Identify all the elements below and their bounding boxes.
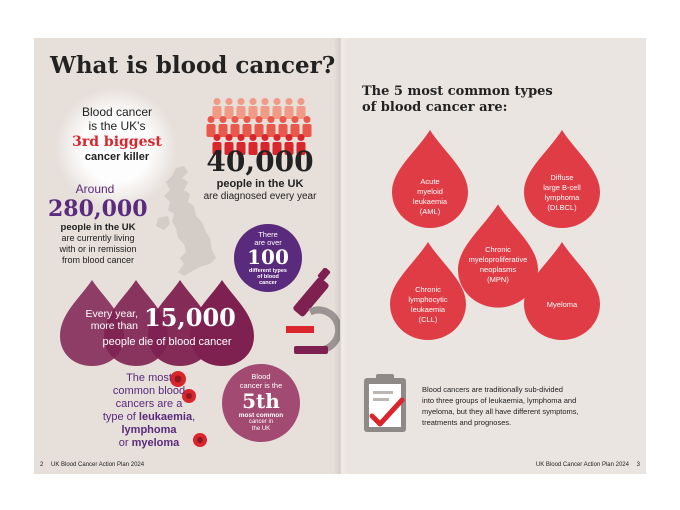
die-line2: more than (90, 320, 138, 332)
blood-drop-icon (524, 242, 600, 340)
right-footer: UK Blood Cancer Action Plan 2024 3 (536, 462, 640, 468)
die-line1: Every year, (85, 308, 138, 320)
forty-text: are diagnosed every year (203, 191, 317, 202)
clipboard-check-icon (364, 374, 406, 432)
drop-label-cll: Chronic lymphocytic leukaemia (CLL) (392, 285, 464, 325)
killer-line3: cancer killer (84, 151, 150, 163)
types-line5: cancer (259, 280, 277, 286)
common-lymphoma: lymphoma (121, 424, 177, 436)
page-title: What is blood cancer? (50, 52, 336, 79)
left-page: What is blood cancer? Blood cancer is th… (34, 38, 340, 474)
left-footer: 2 UK Blood Cancer Action Plan 2024 (40, 462, 144, 468)
left-page-number: 2 (40, 462, 44, 468)
cll-line2: lymphocytic (408, 295, 448, 304)
mpn-line4: (MPN) (487, 275, 509, 284)
dlbcl-line4: (DLBCL) (547, 203, 577, 212)
mpn-line2: myeloproliferative (468, 255, 528, 264)
drop-label-aml: Acute myeloid leukaemia (AML) (394, 177, 466, 217)
right-footer-text: UK Blood Cancer Action Plan 2024 (535, 462, 629, 468)
die-drops (60, 280, 254, 366)
around-line3: from blood cancer (61, 255, 135, 265)
drop-label-myeloma: Myeloma (526, 300, 598, 310)
note-line3: myeloma, but they all have different sym… (422, 407, 579, 416)
blood-drop-icon (190, 280, 254, 366)
around-stat: Around 280,000 people in the UK are curr… (48, 182, 180, 266)
booklet-spread: What is blood cancer? Blood cancer is th… (34, 38, 646, 474)
forty-number: 40,000 (206, 145, 314, 178)
microscope-icon (286, 268, 340, 354)
common-line2: common blood (112, 385, 186, 397)
dlbcl-line1: Diffuse (550, 173, 574, 182)
die-line3: people die of blood cancer (102, 336, 232, 348)
right-page: The 5 most common types of blood cancer … (340, 38, 646, 474)
cll-line4: (CLL) (418, 315, 438, 324)
common-myeloma: myeloma (131, 437, 180, 449)
forty-bold: people in the UK (216, 178, 304, 190)
forty-stat: 40,000 people in the UK are diagnosed ev… (194, 146, 326, 203)
common-line4a: type of (102, 411, 139, 423)
fifth-circle: Blood cancer is the 5th most common canc… (222, 364, 300, 442)
killer-line2: is the UK's (88, 119, 146, 133)
blood-drop-icon (524, 130, 600, 228)
fifth-line1: Blood (251, 372, 271, 381)
killer-highlight: 3rd biggest (72, 134, 162, 150)
fifth-line2: cancer is the (239, 381, 283, 390)
fifth-bold: most common (238, 412, 284, 419)
classification-note: Blood cancers are traditionally sub-divi… (422, 384, 642, 428)
mpn-line3: neoplasms (479, 265, 517, 274)
book-gutter (334, 38, 348, 474)
right-heading: The 5 most common types of blood cancer … (362, 84, 553, 116)
right-heading-line2: of blood cancer are: (362, 100, 508, 115)
right-heading-line1: The 5 most common types (362, 84, 553, 99)
types-line3: different types (249, 268, 287, 274)
killer-line1: Blood cancer (81, 105, 153, 119)
note-line1: Blood cancers are traditionally sub-divi… (422, 385, 563, 394)
around-bold: people in the UK (60, 222, 136, 233)
types-number: 100 (247, 245, 289, 269)
blood-drop-icon (392, 130, 468, 228)
fifth-number: 5th (242, 389, 280, 413)
common-line1: The most (126, 372, 172, 384)
around-line2: with or in remission (59, 244, 137, 254)
drop-label-mpn: Chronic myeloproliferative neoplasms (MP… (456, 245, 540, 285)
common-leukaemia: leukaemia (138, 411, 193, 423)
common-line3: cancers are a (115, 398, 183, 410)
right-page-number: 3 (636, 462, 640, 468)
aml-line2: myeloid (417, 187, 443, 196)
types-circle: There are over 100 different types of bl… (234, 224, 302, 292)
blood-cell-icon (182, 389, 196, 403)
around-label: Around (75, 182, 115, 196)
cll-line1: Chronic (415, 285, 441, 294)
blood-drop-icon (390, 242, 466, 340)
note-line2: into three groups of leukaemia, lymphoma… (422, 396, 577, 405)
die-number: 15,000 (144, 303, 236, 332)
dlbcl-line3: lymphoma (544, 193, 580, 202)
cll-line3: leukaemia (410, 305, 446, 314)
common-stat: The most common blood cancers are a type… (94, 372, 204, 450)
drop-label-dlbcl: Diffuse large B-cell lymphoma (DLBCL) (526, 173, 598, 213)
types-line2: are over (254, 238, 282, 247)
left-footer-text: UK Blood Cancer Action Plan 2024 (51, 462, 145, 468)
note-line4: treatments and prognoses. (422, 418, 512, 427)
aml-line1: Acute (420, 177, 440, 186)
types-line4: of blood (257, 274, 279, 280)
mpn-line1: Chronic (485, 245, 511, 254)
fifth-line4: the UK (251, 426, 271, 432)
around-number: 280,000 (48, 196, 148, 222)
killer-stat: Blood cancer is the UK's 3rd biggest can… (64, 105, 170, 164)
blood-drop-icon (458, 204, 538, 308)
common-comma: , (192, 411, 196, 423)
aml-line4: (AML) (419, 207, 441, 216)
blood-cell-icon (193, 433, 207, 447)
aml-line3: leukaemia (412, 197, 448, 206)
types-line1: There (258, 230, 278, 239)
glow-circle (56, 88, 176, 208)
fifth-line3: cancer in (248, 419, 274, 425)
common-or: or (118, 437, 132, 449)
blood-cell-icon (170, 371, 186, 387)
uk-map-icon (156, 166, 216, 276)
dlbcl-line2: large B-cell (543, 183, 581, 192)
around-line1: are currently living (61, 233, 135, 243)
myeloma-line1: Myeloma (546, 300, 578, 309)
